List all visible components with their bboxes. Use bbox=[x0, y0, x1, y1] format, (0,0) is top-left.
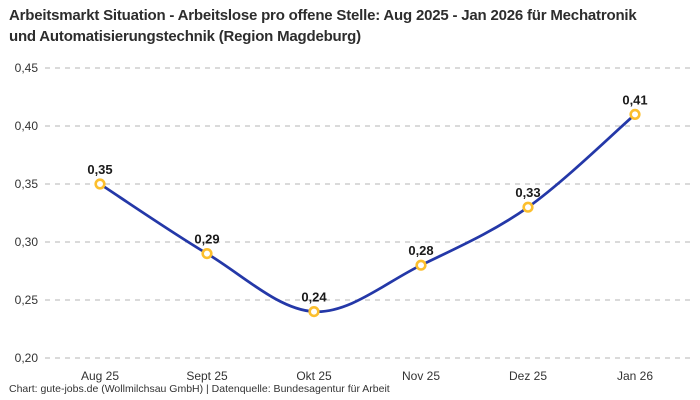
x-tick-label: Nov 25 bbox=[402, 369, 440, 383]
data-point-label: 0,28 bbox=[408, 243, 433, 258]
y-tick-label: 0,35 bbox=[15, 177, 39, 191]
x-tick-label: Jan 26 bbox=[617, 369, 653, 383]
data-point-marker bbox=[415, 259, 427, 271]
data-point-label: 0,35 bbox=[87, 162, 112, 177]
chart-title: Arbeitsmarkt Situation - Arbeitslose pro… bbox=[9, 7, 637, 45]
data-point-label: 0,29 bbox=[194, 232, 219, 247]
data-point-label: 0,33 bbox=[515, 185, 540, 200]
data-point-marker bbox=[629, 108, 641, 120]
data-point-label: 0,24 bbox=[301, 290, 327, 305]
data-line bbox=[98, 113, 637, 313]
y-tick-label: 0,45 bbox=[15, 61, 39, 75]
x-tick-label: Sept 25 bbox=[186, 369, 228, 383]
data-point-marker bbox=[94, 178, 106, 190]
x-tick-label: Okt 25 bbox=[296, 369, 332, 383]
chart-attribution: Chart: gute-jobs.de (Wollmilchsau GmbH) … bbox=[9, 383, 390, 395]
data-point-marker bbox=[522, 201, 534, 213]
y-tick-label: 0,40 bbox=[15, 119, 39, 133]
y-tick-label: 0,20 bbox=[15, 351, 39, 365]
data-point-marker bbox=[201, 248, 213, 260]
data-point-label: 0,41 bbox=[622, 92, 647, 107]
y-tick-label: 0,30 bbox=[15, 235, 39, 249]
data-point-marker bbox=[308, 306, 320, 318]
x-tick-label: Dez 25 bbox=[509, 369, 547, 383]
x-tick-label: Aug 25 bbox=[81, 369, 119, 383]
y-tick-label: 0,25 bbox=[15, 293, 39, 307]
